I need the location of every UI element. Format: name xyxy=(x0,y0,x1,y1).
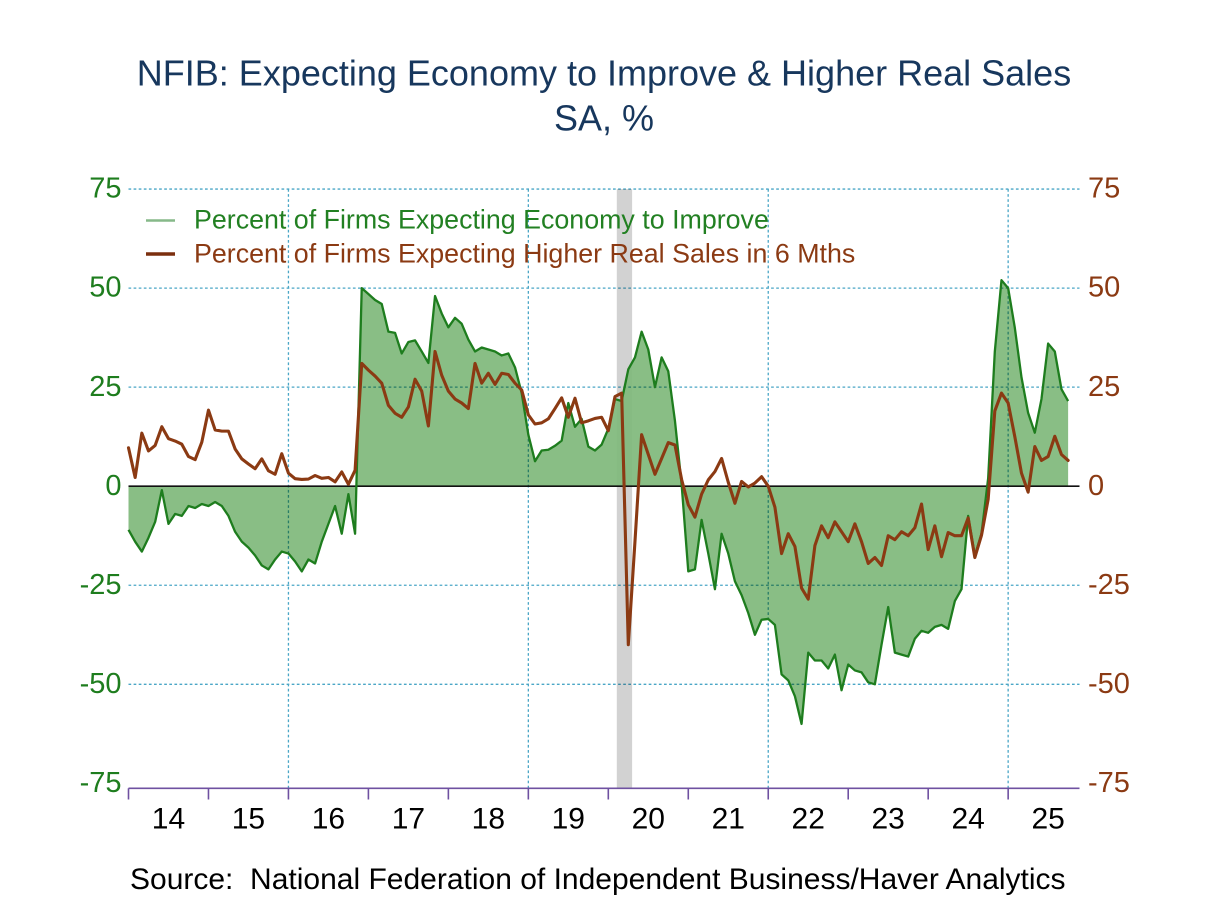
svg-text:21: 21 xyxy=(712,803,745,836)
svg-text:50: 50 xyxy=(1088,272,1120,304)
svg-text:20: 20 xyxy=(632,803,665,836)
svg-text:SA, %: SA, % xyxy=(554,98,654,139)
svg-text:25: 25 xyxy=(89,371,121,403)
svg-text:0: 0 xyxy=(105,470,121,502)
svg-text:0: 0 xyxy=(1088,470,1104,502)
svg-text:-75: -75 xyxy=(1088,767,1130,799)
svg-text:25: 25 xyxy=(1031,803,1064,836)
svg-text:50: 50 xyxy=(89,272,121,304)
svg-text:22: 22 xyxy=(792,803,825,836)
svg-text:19: 19 xyxy=(552,803,585,836)
svg-text:-75: -75 xyxy=(80,767,122,799)
svg-text:75: 75 xyxy=(1088,173,1120,205)
svg-text:15: 15 xyxy=(232,803,265,836)
svg-text:-25: -25 xyxy=(80,569,122,601)
svg-text:14: 14 xyxy=(152,803,185,836)
svg-text:24: 24 xyxy=(951,803,984,836)
svg-text:17: 17 xyxy=(392,803,425,836)
svg-text:-25: -25 xyxy=(1088,569,1130,601)
svg-text:Percent of Firms Expecting Hig: Percent of Firms Expecting Higher Real S… xyxy=(194,239,855,269)
svg-text:Percent of Firms Expecting Eco: Percent of Firms Expecting Economy to Im… xyxy=(194,205,769,235)
svg-text:18: 18 xyxy=(472,803,505,836)
svg-text:Source: National Federation o: Source: National Federation of Independe… xyxy=(130,863,1066,896)
svg-text:23: 23 xyxy=(872,803,905,836)
svg-text:NFIB: Expecting Economy to Imp: NFIB: Expecting Economy to Improve & Hig… xyxy=(137,53,1071,94)
svg-text:25: 25 xyxy=(1088,371,1120,403)
svg-text:16: 16 xyxy=(312,803,345,836)
svg-text:75: 75 xyxy=(89,173,121,205)
svg-text:-50: -50 xyxy=(80,668,122,700)
svg-text:-50: -50 xyxy=(1088,668,1130,700)
